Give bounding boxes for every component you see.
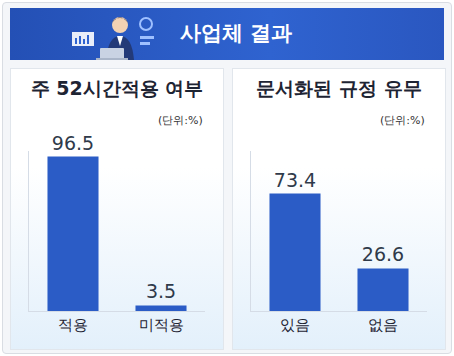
svg-text:주 52시간적용 여부: 주 52시간적용 여부 <box>31 77 204 99</box>
svg-text:26.6: 26.6 <box>362 243 404 265</box>
svg-text:96.5: 96.5 <box>52 132 94 154</box>
svg-text:있음: 있음 <box>280 316 310 334</box>
html-text:사업체 결과: 사업체 결과 <box>180 21 293 45</box>
svg-text:(단위:%): (단위:%) <box>380 114 425 127</box>
svg-text:(단위:%): (단위:%) <box>158 114 203 127</box>
svg-text:3.5: 3.5 <box>146 280 176 302</box>
svg-text:적용: 적용 <box>58 316 88 334</box>
svg-text:문서화된 규정 유무: 문서화된 규정 유무 <box>256 77 421 99</box>
svg-text:없음: 없음 <box>368 316 398 334</box>
svg-text:미적용: 미적용 <box>139 316 184 334</box>
svg-text:73.4: 73.4 <box>274 169 316 191</box>
